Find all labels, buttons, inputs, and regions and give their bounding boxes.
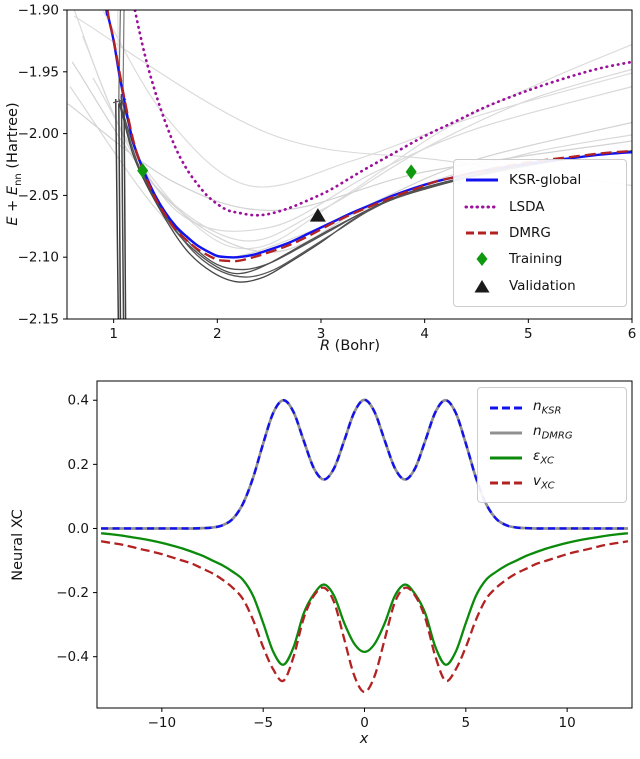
axis-label-segment: R	[320, 338, 331, 354]
top-x-axis-label: R (Bohr)	[250, 338, 450, 354]
legend-label: DMRG	[509, 224, 551, 241]
legend-entry-Validation: Validation	[464, 278, 616, 294]
triangle-marker-icon	[474, 279, 490, 293]
ensemble-line	[114, 98, 120, 319]
axis-label-segment: E	[5, 185, 21, 196]
x-tick-label: −5	[253, 715, 273, 731]
marker-training	[137, 163, 149, 179]
legend-label: εXC	[533, 448, 554, 467]
x-tick-label: 5	[462, 715, 471, 731]
legend-entry-Training: Training	[464, 251, 616, 267]
legend-entry-LSDA: LSDA	[464, 199, 616, 215]
x-tick-label: 0	[360, 715, 369, 731]
axes-spines	[66, 9, 633, 320]
x-tick-label: −10	[148, 715, 177, 731]
legend-swatch-dashed	[490, 481, 522, 484]
series-v_XC	[100, 540, 629, 694]
y-tick-label: −1.90	[18, 3, 59, 19]
x-tick-label: 5	[524, 326, 533, 342]
legend-entry-DMRG: DMRG	[464, 225, 616, 241]
legend-label: KSR-global	[509, 172, 582, 189]
y-tick-label: −0.4	[56, 649, 89, 665]
axis-label-segment: Neural XC	[10, 509, 26, 581]
legend-label: Training	[509, 251, 563, 268]
bottom-y-axis-label: Neural XC	[10, 425, 30, 665]
legend-entry-ε_XC: εXC	[488, 448, 616, 467]
legend-label: vXC	[533, 473, 555, 492]
series-n_KSR	[101, 398, 628, 530]
y-tick-label: −2.10	[18, 250, 59, 266]
neural-xc-curves	[100, 398, 629, 694]
legend-label: Validation	[509, 277, 576, 294]
ensemble-line	[102, 10, 632, 188]
axis-label-segment: nn	[12, 173, 24, 186]
marker-validation	[309, 208, 326, 222]
y-tick-label: −0.2	[56, 585, 89, 601]
legend-swatch-dotted	[464, 205, 500, 209]
top-plot-legend: KSR-global LSDA DMRG Training Validation	[453, 159, 627, 307]
top-y-axis-label: E + Enn (Hartree)	[5, 44, 25, 284]
axis-label-segment: x	[359, 731, 369, 747]
legend-label: nDMRG	[533, 423, 573, 442]
x-tick-label: 10	[559, 715, 576, 731]
ensemble-line	[123, 101, 127, 319]
series-LSDA	[133, 10, 632, 217]
axis-label-segment: (Bohr)	[330, 338, 380, 354]
legend-entry-v_XC: vXC	[488, 473, 616, 492]
axis-label-segment: (Hartree)	[5, 102, 21, 174]
neural-xc-plot: −10 −5 0 5 10 −0.4 −0.2 0.0 0.2 0.4	[56, 380, 633, 731]
series-eps_XC	[100, 532, 629, 666]
marker-training	[405, 164, 417, 180]
x-tick-label: 6	[628, 326, 637, 342]
legend-swatch-solid	[490, 431, 522, 434]
axis-label-segment: E	[5, 216, 21, 226]
y-tick-label: 0.2	[68, 457, 89, 473]
legend-entry-n_KSR: nKSR	[488, 398, 616, 417]
y-tick-label: −1.95	[18, 64, 59, 80]
x-tick-label: 1	[109, 326, 118, 342]
legend-swatch-solid	[490, 456, 522, 459]
ensemble-line	[67, 103, 632, 212]
bottom-plot-legend: nKSR nDMRG εXC vXC	[477, 387, 627, 503]
bottom-x-axis-label: x	[264, 731, 464, 747]
x-tick-label: 3	[317, 326, 326, 342]
ensemble-line	[122, 10, 125, 97]
y-tick-label: −2.15	[18, 312, 59, 328]
legend-entry-n_DMRG: nDMRG	[488, 423, 616, 442]
y-tick-label: 0.0	[68, 521, 89, 537]
legend-label: LSDA	[509, 198, 545, 215]
legend-label: nKSR	[533, 398, 562, 417]
x-tick-label: 4	[420, 326, 429, 342]
diamond-marker-icon	[476, 252, 488, 267]
ensemble-line	[118, 10, 121, 100]
legend-swatch-solid	[466, 178, 498, 182]
ensemble-line	[118, 103, 122, 319]
legend-entry-KSR-global: KSR-global	[464, 172, 616, 188]
ensemble-line	[120, 94, 125, 319]
axis-label-segment: +	[5, 195, 21, 217]
y-tick-label: −2.05	[18, 188, 59, 204]
legend-swatch-dashed	[466, 231, 498, 235]
y-tick-label: 0.4	[68, 393, 89, 409]
legend-swatch-triangle	[474, 279, 490, 293]
legend-swatch-dashed	[490, 406, 522, 409]
legend-swatch-diamond	[476, 252, 488, 267]
x-tick-label: 2	[213, 326, 222, 342]
y-tick-label: −2.00	[18, 126, 59, 142]
